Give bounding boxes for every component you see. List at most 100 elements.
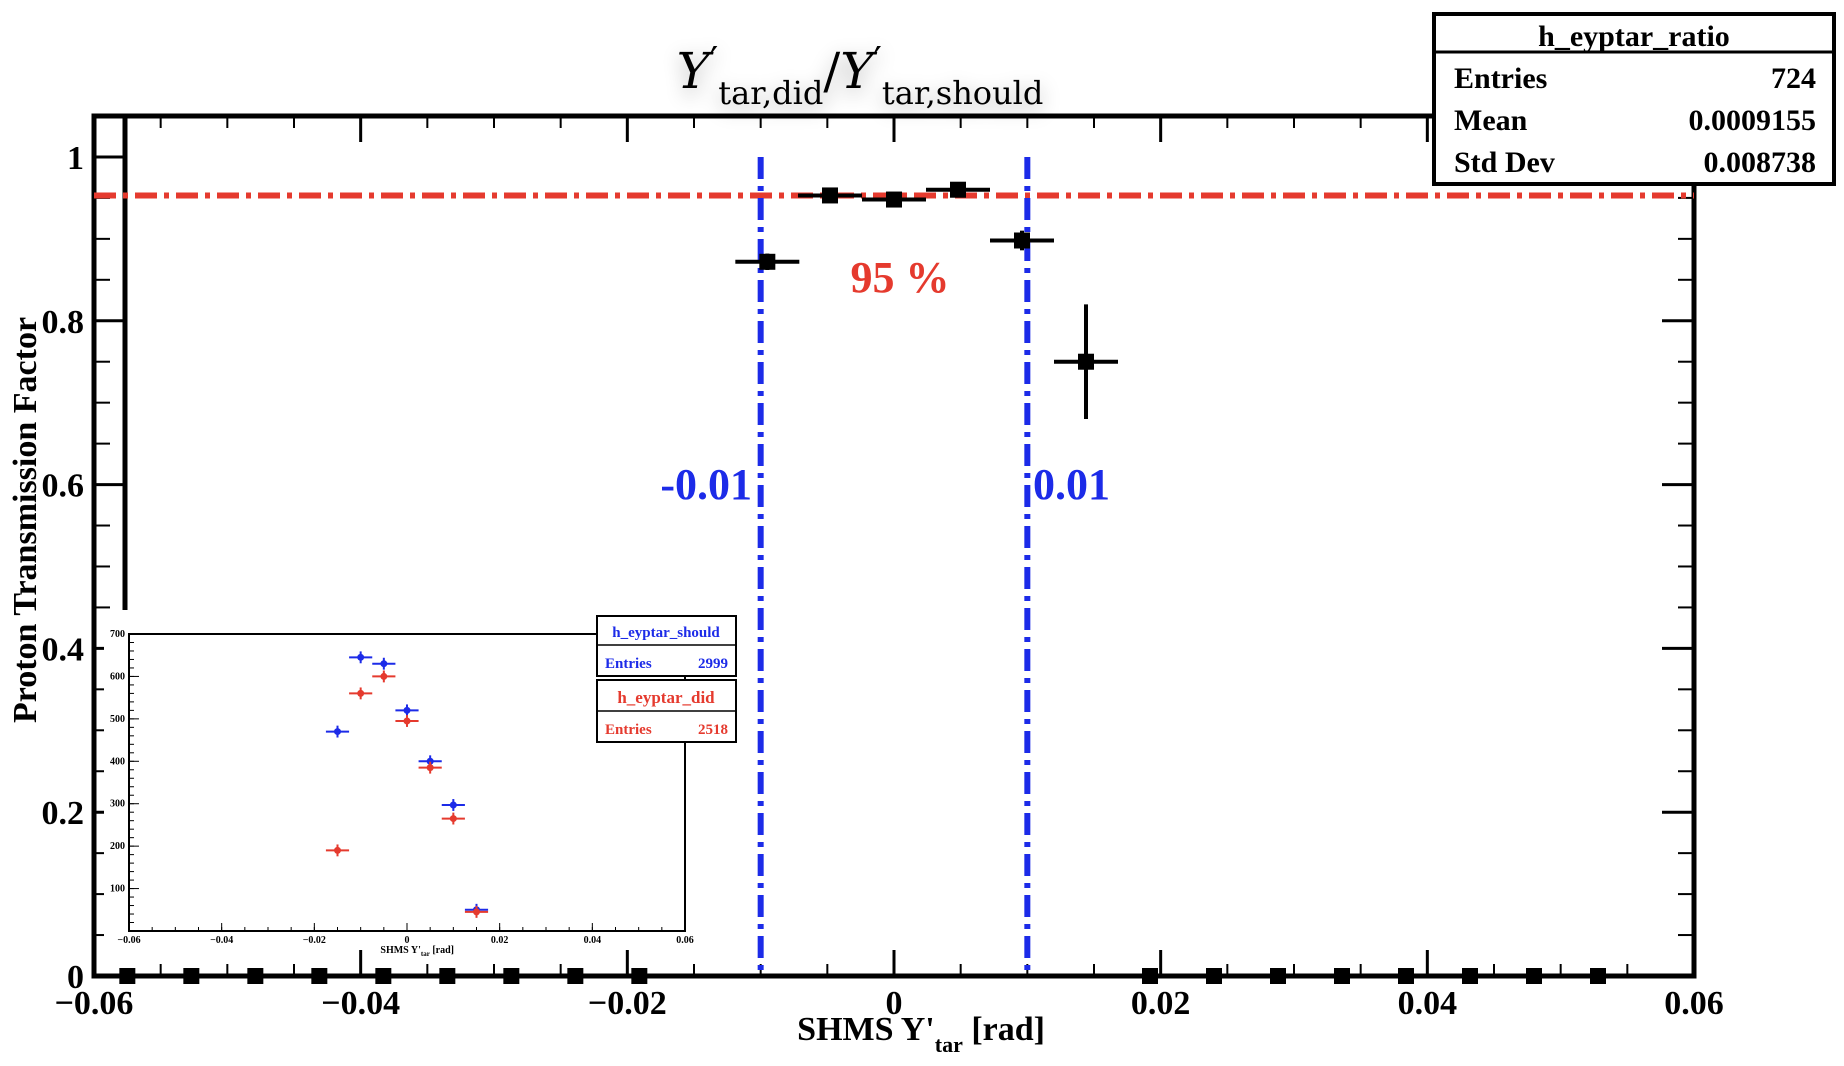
stats-stddev-value: 0.008738 — [1704, 146, 1817, 179]
stats-entries-label: Entries — [1454, 62, 1547, 95]
inset-legend-should: h_eyptar_should Entries 2999 — [596, 615, 737, 677]
data-point — [822, 187, 838, 204]
inset-did-name: h_eyptar_did — [617, 688, 715, 707]
data-point — [183, 968, 200, 984]
data-point — [1078, 353, 1094, 370]
right-cut-label: 0.01 — [1033, 460, 1110, 509]
data-point — [119, 968, 136, 984]
inset-x-tick-label: 0.02 — [491, 935, 509, 946]
data-point — [1526, 968, 1542, 984]
inset-y-tick-label: 100 — [110, 884, 125, 895]
data-point — [886, 191, 902, 208]
x-tick-label: −0.04 — [321, 985, 400, 1022]
title-var-1: Y — [677, 42, 714, 100]
inset-point — [426, 757, 434, 765]
inset-x-axis-title: SHMS Y'tar [rad] — [380, 945, 454, 958]
inset-x-tick-label: −0.04 — [210, 935, 233, 946]
inset-should-entries-label: Entries — [605, 656, 652, 672]
stats-box-title: h_eyptar_ratio — [1538, 20, 1730, 53]
data-point — [567, 968, 584, 984]
y-axis-title: Proton Transmission Factor — [7, 317, 44, 723]
x-tick-label: 0.02 — [1131, 985, 1191, 1022]
chart-title: Y′tar,did/Y′tar,should — [677, 39, 1044, 112]
data-point — [1334, 968, 1350, 984]
inset-point — [403, 717, 411, 725]
inset-point — [403, 706, 411, 714]
inset-should-name: h_eyptar_should — [612, 625, 720, 641]
title-separator: / — [823, 42, 840, 100]
inset-y-tick-label: 200 — [110, 841, 125, 852]
x-axis-title-unit: [rad] — [963, 1011, 1045, 1048]
inset-point — [357, 689, 365, 697]
data-point — [1590, 968, 1606, 984]
y-tick-label: 0.6 — [42, 468, 85, 505]
title-prime-1: ′ — [710, 39, 719, 83]
x-axis-title-sub: tar — [935, 1032, 963, 1057]
inset-point — [426, 764, 434, 772]
inset-point — [357, 653, 365, 661]
data-point — [631, 968, 648, 984]
inset-point — [449, 815, 457, 823]
y-tick-label: 0.8 — [42, 304, 85, 341]
svg-text:Y′tar,did/Y′tar,should: Y′tar,did/Y′tar,should — [677, 39, 1044, 112]
data-point — [247, 968, 264, 984]
data-point — [950, 181, 966, 198]
data-point — [1462, 968, 1478, 984]
inset-legend-did: h_eyptar_did Entries 2518 — [596, 679, 737, 743]
inset-point — [334, 728, 341, 736]
x-tick-label: 0 — [886, 985, 903, 1022]
x-tick-label: 0.06 — [1664, 985, 1724, 1022]
y-tick-label: 0 — [67, 959, 84, 996]
data-point — [1270, 968, 1286, 984]
y-tick-label: 1 — [67, 140, 84, 177]
title-prime-2: ′ — [873, 39, 882, 83]
x-tick-label: −0.02 — [588, 985, 667, 1022]
data-point — [439, 968, 456, 984]
inset-should-entries-value: 2999 — [698, 656, 728, 672]
percent-label: 95 % — [851, 253, 950, 302]
inset-x-title-base: SHMS Y' — [380, 945, 421, 956]
inset-series — [325, 651, 489, 918]
data-point — [503, 968, 520, 984]
main-axis-ticks: −0.06 −0.04 −0.02 0 0.02 0.04 0.06 0 0.2 0.4 0.6 0.… — [42, 115, 1724, 1022]
y-tick-label: 0.2 — [42, 795, 85, 832]
data-point — [311, 968, 328, 984]
y-tick-label: 0.4 — [42, 631, 85, 668]
stats-mean-value: 0.0009155 — [1689, 104, 1817, 137]
x-tick-label: 0.04 — [1398, 985, 1458, 1022]
title-sub-1: tar,did — [718, 74, 823, 112]
inset-x-tick-label: 0.04 — [584, 935, 602, 946]
inset-y-tick-label: 300 — [110, 799, 125, 810]
inset-point — [334, 846, 341, 854]
stats-entries-value: 724 — [1771, 62, 1816, 95]
inset-y-tick-label: 400 — [110, 756, 125, 767]
stats-mean-label: Mean — [1454, 104, 1528, 137]
inset-point — [380, 672, 388, 680]
data-point — [1142, 968, 1158, 984]
inset-x-tick-label: −0.06 — [117, 935, 140, 946]
x-axis-title-base: SHMS Y' — [797, 1011, 935, 1048]
x-axis-title: SHMS Y'tar [rad] — [797, 1011, 1045, 1057]
inset-y-tick-label: 700 — [110, 629, 125, 640]
inset-y-tick-label: 500 — [110, 714, 125, 725]
data-point — [375, 968, 392, 984]
inset-axis-ticks: −0.06 −0.04 −0.02 0 0.02 0.04 0.06 100 200 300 400… — [110, 629, 694, 946]
inset-x-tick-label: 0.06 — [676, 935, 694, 946]
inset-did-entries-value: 2518 — [698, 722, 728, 738]
x-tick-label: −0.06 — [55, 985, 134, 1022]
inset-x-title-unit: [rad] — [430, 945, 454, 956]
inset-point — [380, 660, 388, 668]
title-var-2: Y — [840, 42, 877, 100]
inset-x-tick-label: −0.02 — [303, 935, 326, 946]
inset-point — [473, 908, 480, 916]
stats-box: h_eyptar_ratio Entries 724 Mean 0.000915… — [1432, 12, 1836, 186]
inset-point — [449, 801, 457, 809]
title-sub-2: tar,should — [882, 74, 1044, 112]
data-point — [759, 253, 776, 270]
inset-did-entries-label: Entries — [605, 722, 652, 738]
inset-y-tick-label: 600 — [110, 671, 125, 682]
inset-x-tick-label: 0 — [405, 935, 410, 946]
data-point — [1398, 968, 1414, 984]
data-point — [1206, 968, 1222, 984]
